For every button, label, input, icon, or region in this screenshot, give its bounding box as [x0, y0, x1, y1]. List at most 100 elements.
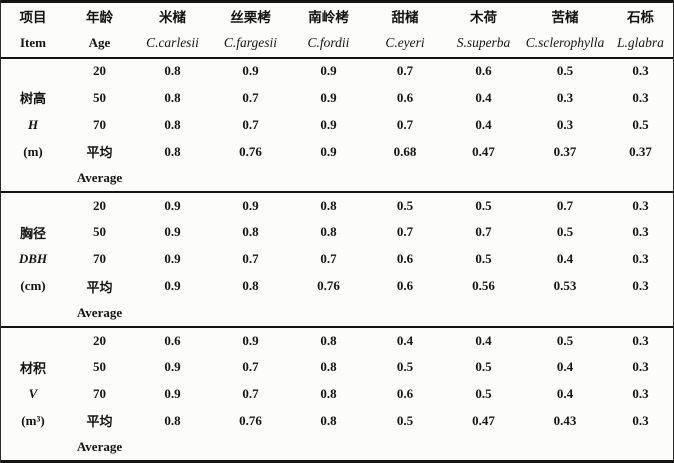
value-cell: 0.4 — [475, 116, 492, 132]
table-row: (m³) 平均 0.8 0.76 0.8 0.5 0.47 0.43 0.3 — [1, 407, 674, 434]
value-cell: 0.8 — [164, 116, 181, 132]
row-label-empty — [1, 325, 65, 354]
value-cell: 0.4 — [556, 386, 574, 402]
value-cell: 0.3 — [632, 63, 649, 79]
value-cell: 0.5 — [556, 224, 574, 240]
empty-cell — [211, 434, 290, 461]
value-cell: 0.3 — [556, 89, 574, 105]
value-cell: 0.7 — [242, 116, 259, 132]
table-row: 树高 50 0.8 0.7 0.9 0.6 0.4 0.3 0.3 — [1, 84, 674, 111]
value-cell: 0.7 — [396, 224, 414, 240]
value-cell: 0.56 — [472, 278, 495, 294]
empty-cell — [606, 165, 674, 192]
average-label-zh: 平均 — [86, 414, 113, 430]
value-cell: 0.8 — [290, 191, 367, 220]
average-label-en: Average — [76, 170, 123, 186]
empty-cell — [134, 300, 211, 327]
value-cell: 0.3 — [606, 191, 674, 220]
col-header-species-zh: 石栎 — [627, 10, 654, 26]
empty-cell — [443, 434, 524, 461]
value-cell: 0.3 — [632, 89, 649, 105]
item-symbol: H — [27, 116, 39, 132]
table-row: Average — [1, 300, 674, 327]
row-label-empty — [1, 434, 65, 461]
item-symbol: DBH — [18, 251, 48, 267]
col-header-item-en: Item — [1, 29, 65, 59]
value-cell: 0.9 — [164, 251, 181, 267]
header-row-zh: 项目 年龄 米槠 丝栗栲 南岭栲 甜槠 木荷 苦槠 石栎 — [1, 2, 674, 30]
value-cell: 0.3 — [556, 116, 574, 132]
col-header-species-zh: 丝栗栲 — [230, 10, 271, 26]
value-cell: 0.7 — [475, 224, 492, 240]
average-label-en: Average — [76, 439, 123, 455]
value-cell: 0.8 — [320, 359, 337, 375]
value-cell: 0.68 — [393, 143, 417, 159]
value-cell: 0.9 — [320, 89, 337, 105]
col-header-species-zh: 甜槠 — [391, 10, 419, 26]
value-cell: 0.7 — [396, 116, 414, 132]
empty-cell — [211, 300, 290, 327]
empty-cell — [524, 165, 606, 192]
value-cell: 0.5 — [632, 116, 649, 132]
age-cell: 20 — [65, 191, 134, 220]
table-row: 材积 50 0.9 0.7 0.8 0.5 0.5 0.4 0.3 — [1, 354, 674, 381]
col-header-species-latin: C.eyeri — [367, 29, 443, 59]
table-row: 20 0.9 0.9 0.8 0.5 0.5 0.7 0.3 — [1, 191, 674, 220]
value-cell: 0.6 — [396, 89, 414, 105]
value-cell: 0.6 — [396, 278, 414, 294]
value-cell: 0.8 — [290, 325, 367, 354]
value-cell: 0.9 — [320, 63, 337, 79]
empty-cell — [606, 434, 674, 461]
empty-cell — [367, 165, 443, 192]
value-cell: 0.47 — [472, 143, 495, 159]
value-cell: 0.76 — [239, 412, 262, 428]
table-row: Average — [1, 434, 674, 461]
col-header-species-zh: 米槠 — [159, 10, 186, 26]
value-cell: 0.5 — [475, 386, 492, 402]
row-label-empty — [1, 58, 65, 85]
value-cell: 0.9 — [164, 386, 181, 402]
item-name-zh: 材积 — [19, 360, 46, 376]
average-label-zh: 平均 — [86, 279, 113, 295]
col-header-species-latin: C.fordii — [290, 29, 367, 59]
col-header-species-latin: S.superba — [443, 29, 524, 59]
table-row: (cm) 平均 0.9 0.8 0.76 0.6 0.56 0.53 0.3 — [1, 273, 674, 300]
value-cell: 0.7 — [242, 89, 259, 105]
value-cell: 0.9 — [164, 278, 181, 294]
value-cell: 0.9 — [320, 143, 337, 159]
col-header-age-zh: 年龄 — [86, 10, 113, 26]
row-label-empty — [1, 165, 65, 192]
value-cell: 0.5 — [556, 63, 574, 79]
average-label-en: Average — [76, 304, 123, 320]
table-row: Average — [1, 165, 674, 192]
empty-cell — [367, 300, 443, 327]
table-row: (m) 平均 0.8 0.76 0.9 0.68 0.47 0.37 0.37 — [1, 138, 674, 165]
header-row-en: Item Age C.carlesii C.fargesii C.fordii … — [1, 29, 674, 59]
item-unit: (cm) — [20, 278, 46, 294]
value-cell: 0.9 — [211, 325, 290, 354]
value-cell: 0.3 — [632, 251, 649, 267]
value-cell: 0.6 — [396, 251, 414, 267]
item-name-zh: 胸径 — [19, 225, 46, 241]
value-cell: 0.9 — [134, 191, 211, 220]
value-cell: 0.47 — [472, 412, 495, 428]
col-header-species-latin: C.fargesii — [211, 29, 290, 59]
col-header-item-zh: 项目 — [19, 10, 47, 26]
item-symbol: V — [28, 386, 38, 402]
value-cell: 0.3 — [632, 278, 649, 294]
value-cell: 0.3 — [632, 412, 649, 428]
value-cell: 0.5 — [475, 359, 492, 375]
age-cell: 20 — [93, 63, 106, 79]
value-cell: 0.9 — [164, 359, 181, 375]
table-row: DBH 70 0.9 0.7 0.7 0.6 0.5 0.4 0.3 — [1, 246, 674, 273]
value-cell: 0.7 — [524, 191, 606, 220]
age-cell: 50 — [93, 359, 106, 375]
empty-cell — [524, 300, 606, 327]
empty-cell — [290, 165, 367, 192]
value-cell: 0.8 — [320, 386, 337, 402]
value-cell: 0.8 — [320, 224, 337, 240]
value-cell: 0.5 — [396, 359, 414, 375]
col-header-species-zh: 南岭栲 — [308, 10, 349, 26]
item-unit: (m³) — [21, 412, 45, 428]
